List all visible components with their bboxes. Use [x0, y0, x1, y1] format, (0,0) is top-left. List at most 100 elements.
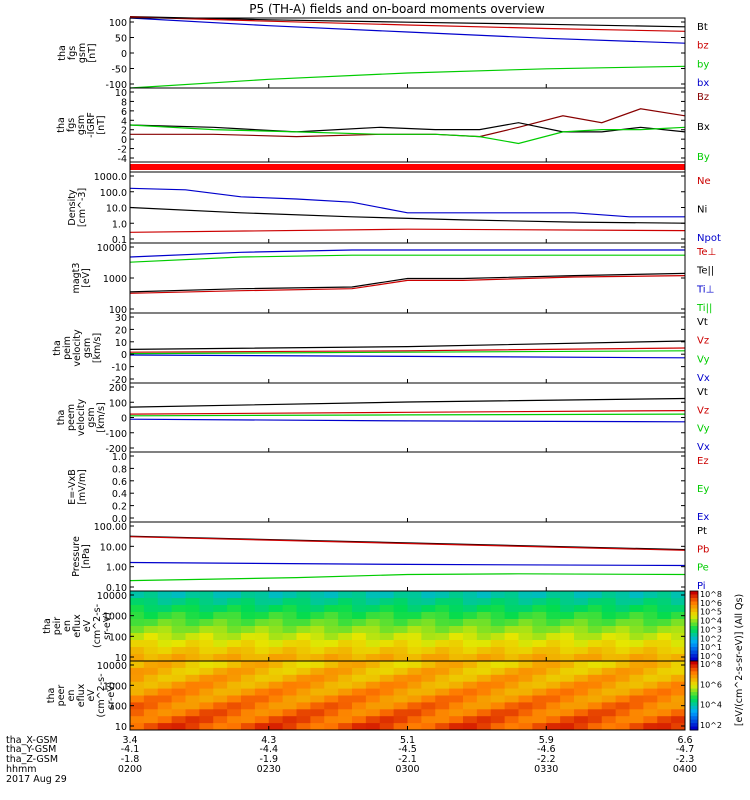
heatmap-cell [643, 667, 658, 676]
heatmap-cell [671, 702, 686, 710]
heatmap-cell [365, 702, 381, 710]
heatmap-cell [490, 605, 506, 613]
heatmap-cell [601, 716, 617, 724]
heatmap-cell [282, 723, 297, 731]
heatmap-cell [143, 674, 159, 683]
heatmap-cell [213, 674, 228, 683]
heatmap-cell [504, 640, 519, 648]
heatmap-cell [574, 688, 589, 696]
heatmap-cell [657, 591, 672, 599]
heatmap-cell [393, 647, 408, 655]
heatmap-cell [185, 702, 200, 710]
heatmap-cell [435, 702, 450, 710]
heatmap-cell [532, 716, 547, 724]
heatmap-cell [449, 695, 464, 703]
heatmap-cell [199, 612, 214, 620]
heatmap-cell [268, 702, 284, 710]
heatmap-cell [463, 661, 478, 669]
heatmap-cell [490, 681, 506, 690]
heatmap-cell [615, 640, 630, 648]
panel-frame [129, 382, 686, 453]
heatmap-cell [560, 688, 575, 696]
series-line [129, 410, 686, 415]
heatmap-cell [365, 661, 381, 669]
heatmap-cell [463, 591, 478, 599]
y-tick-label: 10.00 [100, 542, 127, 553]
panel-3: 1000.0 100.0 10.0 1.0 0.1 Density [cm^-3] Ne Ni N… [67, 171, 721, 246]
heatmap-cell [324, 640, 339, 648]
heatmap-cell [143, 619, 159, 627]
heatmap-cell [643, 674, 658, 683]
heatmap-cell [490, 633, 506, 641]
heatmap-cell [546, 667, 561, 676]
x-tick-label: -2.1 [398, 754, 417, 765]
panel-frame [129, 17, 686, 89]
heatmap-cell [157, 640, 173, 648]
heatmap-cell [490, 612, 506, 620]
heatmap-cell [241, 709, 256, 717]
legend-entry: Vy [697, 424, 710, 435]
heatmap-cell [157, 605, 173, 613]
legend-entry: bx [697, 78, 709, 89]
heatmap-cell [171, 681, 186, 690]
heatmap-cell [407, 661, 422, 669]
heatmap-cell [157, 667, 173, 676]
heatmap-cell [546, 626, 561, 634]
heatmap-cell [476, 647, 492, 655]
heatmap-cell [615, 702, 630, 710]
heatmap-cell [518, 612, 533, 620]
heatmap-cell [296, 640, 311, 648]
legend-entry: Ne [697, 176, 711, 187]
heatmap-cell [324, 723, 339, 731]
heatmap-cell [393, 619, 408, 627]
heatmap-cell [227, 723, 242, 731]
heatmap-cell [338, 681, 353, 690]
heatmap-cell [379, 716, 395, 724]
heatmap-cell [227, 702, 242, 710]
heatmap-cell [574, 667, 589, 676]
y-tick-label: 0.1 [112, 235, 127, 246]
heatmap-cell [629, 605, 644, 613]
y-axis-label: eV [86, 689, 97, 702]
heatmap-cell [393, 591, 408, 599]
heatmap-cell [282, 695, 297, 703]
heatmap-cell [560, 709, 575, 717]
heatmap-cell [310, 598, 325, 606]
y-tick-label: 4 [121, 116, 127, 127]
heatmap-cell [490, 598, 506, 606]
colorbar-segment [690, 612, 698, 616]
heatmap-cell [629, 640, 644, 648]
heatmap-cell [421, 598, 436, 606]
heatmap-cell [171, 626, 186, 634]
heatmap-cell [657, 612, 672, 620]
heatmap-cell [352, 612, 367, 620]
y-tick-label: -2 [118, 145, 127, 156]
x-axis-labels: tha_X-GSM 3.4 4.3 5.1 5.9 6.6 tha_Y-GSM -4.1 -4.… [6, 735, 697, 785]
heatmap-cell [185, 661, 200, 669]
heatmap-cell [532, 688, 547, 696]
heatmap-cell [338, 716, 353, 724]
legend-entry: by [697, 59, 709, 70]
heatmap-cell [643, 612, 658, 620]
heatmap-cell [532, 709, 547, 717]
heatmap-cell [421, 695, 436, 703]
heatmap-cell [463, 702, 478, 710]
heatmap-cell [546, 716, 561, 724]
heatmap-cell [379, 667, 395, 676]
heatmap-cell [365, 598, 381, 606]
heatmap-cell [227, 605, 242, 613]
heatmap-cell [601, 647, 617, 655]
heatmap-cell [449, 626, 464, 634]
y-tick-label: 20 [115, 325, 127, 336]
heatmap-cell [268, 674, 284, 683]
heatmap-cell [587, 640, 603, 648]
heatmap-cell [296, 612, 311, 620]
x-tick-label: -4.4 [259, 744, 278, 755]
heatmap-cell [324, 667, 339, 676]
heatmap-cell [324, 598, 339, 606]
heatmap-cell [587, 619, 603, 627]
heatmap-cell [671, 598, 686, 606]
colorbar-segment [690, 608, 698, 613]
heatmap-cell [476, 626, 492, 634]
heatmap-cell [310, 647, 325, 655]
